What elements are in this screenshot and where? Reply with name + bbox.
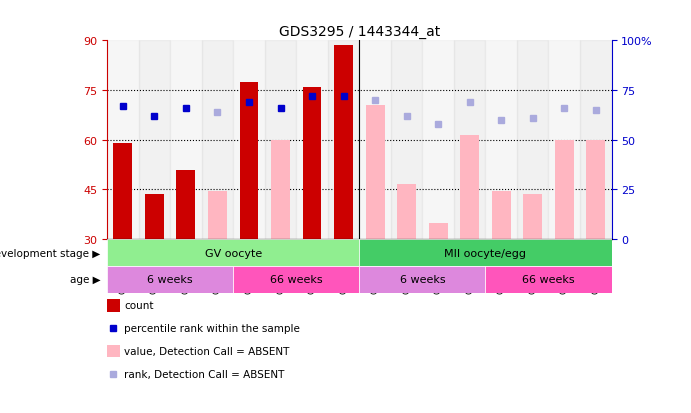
Bar [233, 41, 265, 240]
Bar [296, 41, 328, 240]
Bar [485, 41, 517, 240]
Bar [580, 41, 612, 240]
Bar [359, 41, 391, 240]
Bar [549, 41, 580, 240]
Bar [454, 41, 485, 240]
Bar [107, 266, 233, 293]
Text: age ▶: age ▶ [70, 275, 100, 285]
Bar [170, 41, 202, 240]
Bar [359, 266, 485, 293]
Text: count: count [124, 301, 154, 311]
Text: 6 weeks: 6 weeks [399, 275, 445, 285]
Bar [233, 266, 359, 293]
Bar [113, 144, 133, 240]
Text: rank, Detection Call = ABSENT: rank, Detection Call = ABSENT [124, 369, 285, 379]
Text: 66 weeks: 66 weeks [522, 275, 575, 285]
Bar [202, 41, 233, 240]
Bar [555, 140, 574, 240]
Text: percentile rank within the sample: percentile rank within the sample [124, 323, 301, 333]
Bar [359, 240, 612, 266]
Bar [240, 83, 258, 240]
Bar [586, 140, 605, 240]
Bar [107, 41, 139, 240]
Bar [391, 41, 422, 240]
Bar [265, 41, 296, 240]
Bar [328, 41, 359, 240]
Bar [422, 41, 454, 240]
Bar [208, 192, 227, 240]
Bar [271, 140, 290, 240]
Bar [523, 195, 542, 240]
Bar [107, 240, 359, 266]
Bar [397, 185, 416, 240]
Bar [428, 223, 448, 240]
Bar [517, 41, 549, 240]
Bar [492, 192, 511, 240]
Text: GV oocyte: GV oocyte [205, 248, 262, 258]
Text: development stage ▶: development stage ▶ [0, 248, 100, 258]
Bar [334, 46, 353, 240]
Bar [176, 170, 196, 240]
Bar [485, 266, 612, 293]
Bar [303, 88, 321, 240]
Bar [366, 106, 384, 240]
Bar [139, 41, 170, 240]
Title: GDS3295 / 1443344_at: GDS3295 / 1443344_at [278, 25, 440, 39]
Bar [460, 135, 479, 240]
Text: MII oocyte/egg: MII oocyte/egg [444, 248, 527, 258]
Text: 66 weeks: 66 weeks [270, 275, 323, 285]
Bar [145, 195, 164, 240]
Text: value, Detection Call = ABSENT: value, Detection Call = ABSENT [124, 346, 290, 356]
Text: 6 weeks: 6 weeks [147, 275, 193, 285]
